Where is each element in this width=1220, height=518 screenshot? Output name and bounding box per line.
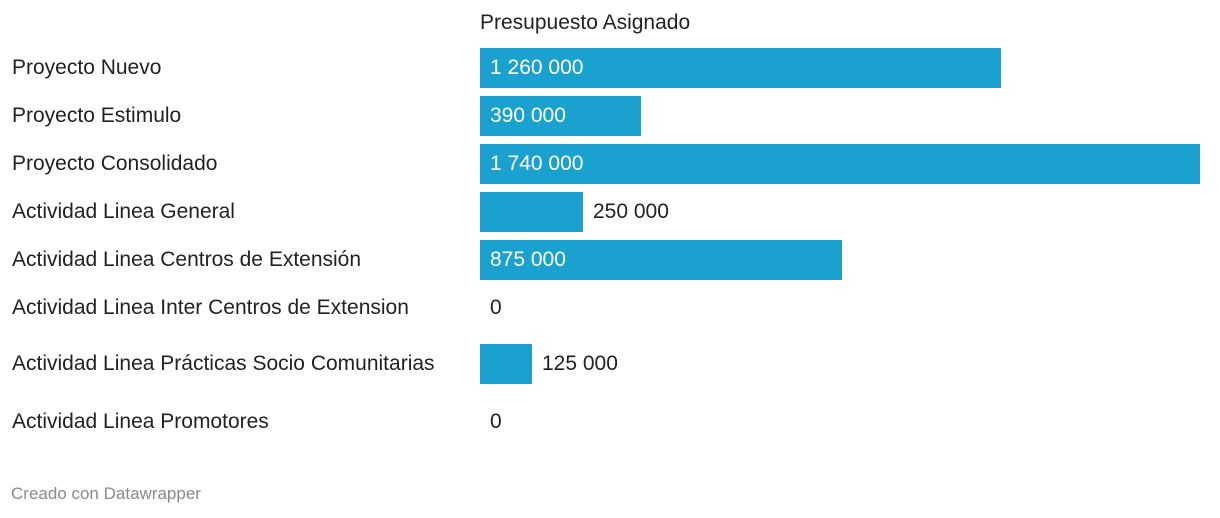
bar (480, 240, 842, 280)
value-label: 250 000 (593, 200, 669, 223)
value-label: 390 000 (490, 104, 566, 127)
bar (480, 192, 583, 232)
bar (480, 344, 532, 384)
category-label: Actividad Linea Prácticas Socio Comunita… (12, 352, 435, 375)
category-label: Actividad Linea General (12, 200, 235, 223)
category-label: Proyecto Estimulo (12, 104, 182, 127)
category-label: Proyecto Consolidado (12, 152, 218, 175)
footer-credit: Creado con Datawrapper (11, 484, 201, 503)
category-label: Actividad Linea Inter Centros de Extensi… (12, 296, 409, 319)
value-label: 875 000 (490, 248, 566, 271)
value-label: 0 (490, 296, 502, 319)
category-label: Proyecto Nuevo (12, 56, 162, 79)
category-label: Actividad Linea Promotores (12, 410, 269, 433)
value-label: 125 000 (542, 352, 618, 375)
value-label: 1 740 000 (490, 152, 584, 175)
value-label: 1 260 000 (490, 56, 584, 79)
bar (480, 48, 1001, 88)
column-header: Presupuesto Asignado (480, 11, 691, 34)
bar (480, 96, 641, 136)
value-label: 0 (490, 410, 502, 433)
bar (480, 144, 1200, 184)
category-label: Actividad Linea Centros de Extensión (12, 248, 362, 271)
